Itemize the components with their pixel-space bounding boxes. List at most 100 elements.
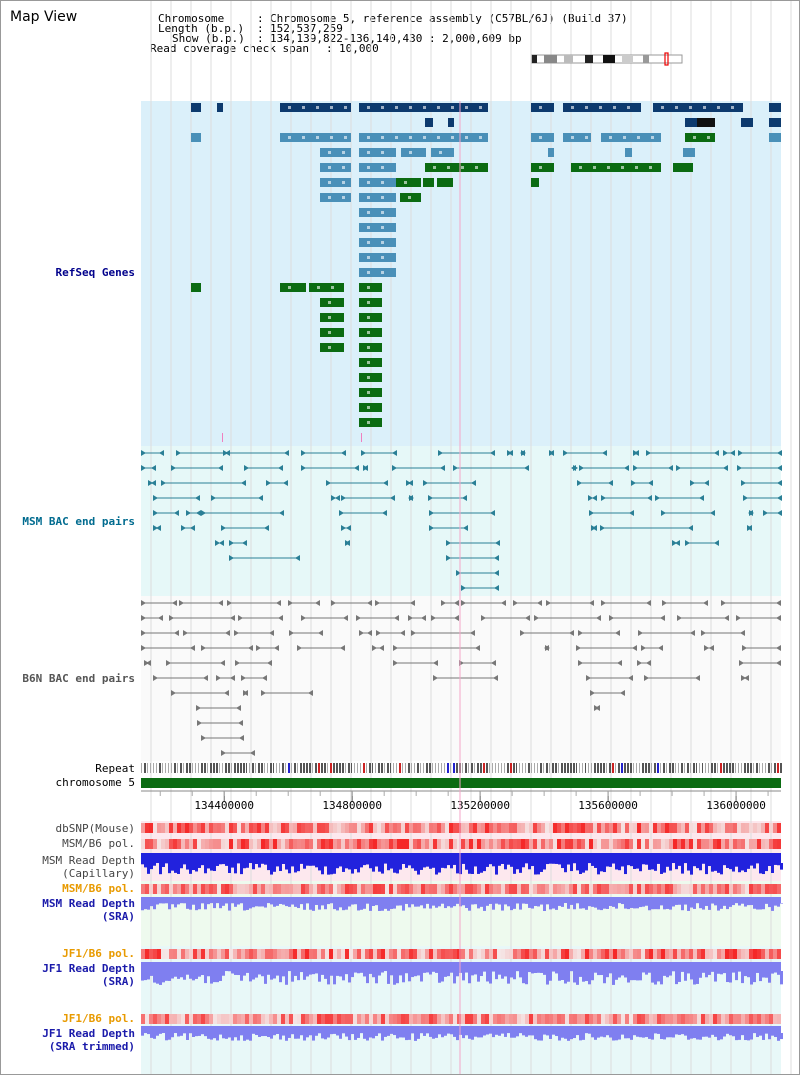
- polymorphism-cell: [177, 884, 181, 894]
- b6n-bac-pair-end: [596, 615, 601, 621]
- b6n-bac-pair-end: [196, 705, 201, 711]
- msm-depth-sra-bar: [300, 903, 303, 905]
- polymorphism-cell: [561, 884, 565, 894]
- polymorphism-cell: [245, 823, 249, 833]
- b6n-bac-pair-end: [578, 660, 583, 666]
- b6n-bac-track: [141, 600, 781, 756]
- polymorphism-cell: [281, 884, 285, 894]
- b6n-bac-pair-end: [379, 645, 384, 651]
- jf1-depth-trimmed-bar: [534, 1033, 537, 1040]
- jf1-depth-sra-bar: [765, 971, 768, 978]
- jf1-depth-sra-bar: [246, 971, 249, 973]
- msm-depth-capillary-bar: [183, 863, 186, 865]
- polymorphism-cell: [333, 1014, 337, 1024]
- gene-exon-mark: [367, 166, 370, 169]
- msm-depth-capillary-bar: [168, 863, 171, 874]
- msm-depth-sra-bar: [342, 903, 345, 911]
- polymorphism-cell: [769, 1014, 773, 1024]
- jf1-depth-sra-bar: [567, 971, 570, 982]
- polymorphism-cell: [625, 949, 629, 959]
- msm-depth-sra-bar: [489, 903, 492, 904]
- polymorphism-cell: [549, 1014, 553, 1024]
- msm-depth-capillary-bar: [303, 863, 306, 869]
- polymorphism-cell: [497, 839, 501, 849]
- polymorphism-cell: [417, 1014, 421, 1024]
- track-label-msm-depth-cap: MSM Read Depth: [42, 854, 135, 867]
- repeat-element: [225, 763, 227, 773]
- repeat-element: [774, 763, 776, 773]
- polymorphism-cell: [201, 949, 205, 959]
- jf1-depth-sra-bar: [324, 971, 327, 979]
- polymorphism-cell: [177, 839, 181, 849]
- polymorphism-cell: [657, 839, 661, 849]
- polymorphism-cell: [625, 884, 629, 894]
- jf1-depth-trimmed-bar: [213, 1033, 216, 1039]
- msm-depth-sra-bar: [546, 903, 549, 905]
- repeat-element: [393, 763, 394, 773]
- polymorphism-cell: [197, 823, 201, 833]
- b6n-bac-pair-end: [544, 645, 549, 651]
- gene-exon-mark: [330, 136, 333, 139]
- polymorphism-cell: [605, 839, 609, 849]
- polymorphism-cell: [605, 884, 609, 894]
- msm-depth-capillary-bar: [480, 863, 483, 873]
- b6n-bac-pair-end: [441, 600, 446, 606]
- msm-depth-sra-bar: [204, 903, 207, 910]
- msm-depth-capillary-bar: [528, 863, 531, 870]
- polymorphism-cell: [217, 1014, 221, 1024]
- msm-bac-pair-end: [341, 450, 346, 456]
- polymorphism-cell: [381, 839, 385, 849]
- polymorphism-cell: [221, 823, 225, 833]
- polymorphism-cell: [561, 1014, 565, 1024]
- msm-depth-capillary-bar: [177, 863, 180, 874]
- ideogram-band: [603, 55, 615, 63]
- polymorphism-cell: [545, 839, 549, 849]
- b6n-bac-pair-end: [261, 690, 266, 696]
- gene-exon-mark: [317, 286, 320, 289]
- jf1-depth-sra-bar: [480, 971, 483, 977]
- jf1-depth-trimmed-bar: [711, 1033, 714, 1035]
- polymorphism-cell: [145, 884, 149, 894]
- polymorphism-cell: [677, 839, 681, 849]
- jf1-depth-sra-bar: [627, 971, 630, 983]
- jf1-depth-trimmed-bar: [195, 1033, 198, 1037]
- polymorphism-cell: [453, 823, 457, 833]
- polymorphism-cell: [325, 823, 329, 833]
- jf1-depth-sra-bar: [702, 971, 705, 973]
- polymorphism-cell: [729, 884, 733, 894]
- gene-exon-mark: [331, 286, 334, 289]
- jf1-depth-trimmed-bar: [579, 1033, 582, 1041]
- repeat-element: [579, 763, 580, 773]
- msm-bac-pair-end: [383, 480, 388, 486]
- polymorphism-cell: [733, 839, 737, 849]
- polymorphism-cell: [261, 884, 265, 894]
- msm-depth-capillary-bar: [681, 863, 684, 874]
- jf1-depth-trimmed-bar: [513, 1033, 516, 1038]
- jf1-depth-sra-bar: [756, 971, 759, 973]
- msm-depth-sra-bar: [324, 903, 327, 910]
- repeat-element: [315, 763, 317, 773]
- polymorphism-cell: [773, 884, 777, 894]
- polymorphism-cell: [525, 839, 529, 849]
- msm-bac-pair-end: [668, 465, 673, 471]
- b6n-bac-pair-end: [267, 660, 272, 666]
- msm-bac-pair-end: [153, 510, 158, 516]
- polymorphism-cell: [193, 949, 197, 959]
- msm-depth-capillary-bar: [633, 863, 636, 869]
- repeat-element: [519, 763, 520, 773]
- gene-exon-mark: [707, 136, 710, 139]
- chromosome-colon: :: [257, 12, 264, 25]
- msm-depth-capillary-bar: [609, 863, 612, 867]
- jf1-depth-trimmed-bar: [675, 1033, 678, 1035]
- jf1-depth-sra-bar: [258, 971, 261, 975]
- repeat-element: [183, 763, 184, 773]
- msm-depth-capillary-bar: [603, 863, 606, 873]
- repeat-element: [399, 763, 401, 773]
- polymorphism-cell: [665, 1014, 669, 1024]
- repeat-element: [516, 763, 517, 773]
- jf1-depth-sra-bar: [582, 971, 585, 982]
- jf1-depth-trimmed-bar: [468, 1033, 471, 1039]
- track-label-jf1-b6-pol-1: JF1/B6 pol.: [62, 947, 135, 960]
- msm-depth-sra-bar: [408, 903, 411, 908]
- jf1-depth-sra-bar: [693, 971, 696, 985]
